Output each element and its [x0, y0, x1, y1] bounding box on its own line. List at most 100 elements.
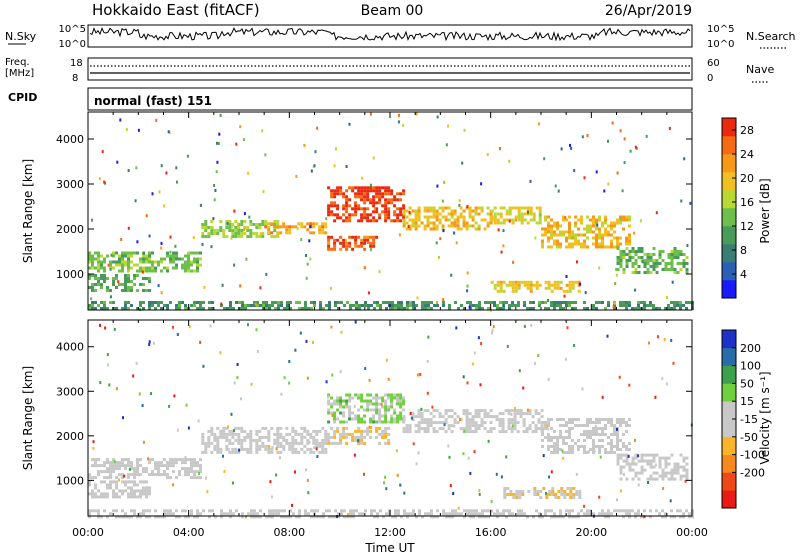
power-ylabel: Slant Range [km] [21, 159, 35, 263]
velocity-ylabel: Slant Range [km] [21, 366, 35, 470]
beam-title: Beam 00 [361, 3, 424, 19]
nsky-frame [87, 24, 693, 48]
power-colorbar-tick-label: 12 [740, 220, 754, 233]
velocity-colorbar: 200 100 50 15 -15 -50 -100 -200 [721, 329, 765, 509]
freq-left-tick-bottom: 8 [72, 73, 78, 84]
velocity-colorbar-segment [722, 436, 736, 455]
power-colorbar-label: Power [dB] [758, 178, 772, 243]
velocity-echo-region [201, 426, 328, 454]
freq-left-tick-top: 18 [70, 58, 83, 69]
x-axis-label: Time UT [364, 541, 415, 554]
nsky-right-tick-top: 10^5 [707, 24, 734, 35]
velocity-colorbar-tick-label: 15 [740, 395, 754, 408]
velocity-scatter-noise [92, 320, 693, 519]
velocity-colorbar-segment [722, 490, 736, 509]
freq-label: Freq. [5, 57, 30, 68]
nave-label: Nave [746, 63, 774, 76]
power-colorbar: 28 24 20 16 12 8 4 [721, 117, 754, 299]
velocity-colorbar-tick-label: 100 [740, 360, 761, 373]
power-colorbar-frame [721, 117, 737, 299]
velocity-echo-region [503, 487, 582, 499]
freq-frame [87, 57, 693, 81]
power-ytick-label: 4000 [56, 133, 84, 146]
velocity-xtick-label: 12:00 [374, 526, 406, 539]
velocity-colorbar-label: Velocity [m s⁻¹] [758, 371, 772, 464]
velocity-echo-region [402, 409, 544, 434]
power-echo-region [490, 280, 581, 293]
velocity-echo-region [88, 480, 151, 499]
velocity-colorbar-tick-label: -50 [740, 431, 758, 444]
power-echo-region [327, 186, 406, 223]
date-title: 26/Apr/2019 [605, 3, 692, 19]
velocity-colorbar-tick-label: -100 [740, 449, 765, 462]
cpid-frame [87, 87, 693, 111]
freq-right-tick-top: 60 [707, 58, 720, 69]
velocity-colorbar-segment [722, 365, 736, 384]
power-colorbar-segment [722, 262, 736, 281]
cpid-label: CPID [8, 91, 37, 104]
velocity-xtick-label: 04:00 [173, 526, 205, 539]
velocity-panel: 4000 3000 2000 1000 00:00 04:00 08:00 12:00 16:… [21, 319, 772, 554]
power-colorbar-tick-label: 20 [740, 172, 754, 185]
power-echo-region [88, 274, 151, 292]
velocity-echo-region [88, 458, 202, 480]
power-colorbar-tick-label: 28 [740, 124, 754, 137]
velocity-colorbar-segment [722, 472, 736, 491]
velocity-echo-region [616, 453, 689, 481]
power-echo-region [201, 220, 280, 238]
velocity-colorbar-segment [722, 419, 736, 438]
nsky-trace [89, 26, 691, 42]
power-data [88, 112, 694, 312]
nsky-panel: N.Sky 10^5 10^0 10^5 10^0 N.Search [5, 24, 796, 50]
velocity-xtick-label: 00:00 [72, 526, 104, 539]
velocity-colorbar-segment [722, 401, 736, 420]
nsky-left-tick-top: 10^5 [59, 24, 86, 35]
velocity-colorbar-segment [722, 383, 736, 402]
power-colorbar-segment [722, 244, 736, 263]
power-colorbar-tick-label: 24 [740, 148, 754, 161]
power-colorbar-segment [722, 154, 736, 173]
velocity-xticks: 00:00 04:00 08:00 12:00 16:00 20:00 00:00 [72, 320, 708, 539]
velocity-colorbar-segment [722, 347, 736, 366]
velocity-colorbar-tick-label: -15 [740, 413, 758, 426]
velocity-xtick-label: 08:00 [273, 526, 305, 539]
power-panel: 4000 3000 2000 1000 Slant Range [km] 28 24 20… [21, 111, 772, 312]
velocity-colorbar-tick-label: 200 [740, 342, 761, 355]
velocity-xtick-label: 20:00 [575, 526, 607, 539]
power-ytick-label: 2000 [56, 223, 84, 236]
velocity-echo-region [327, 393, 406, 424]
velocity-colorbar-segment [722, 330, 736, 349]
power-colorbar-segment [722, 118, 736, 137]
velocity-echo-region [541, 418, 631, 454]
station-title: Hokkaido East (fitACF) [92, 1, 260, 19]
power-echo-region [88, 251, 202, 273]
power-echo-region [88, 301, 694, 310]
velocity-colorbar-segment [722, 454, 736, 473]
power-colorbar-segment [722, 172, 736, 191]
power-yticks: 4000 3000 2000 1000 [56, 133, 692, 281]
power-ytick-label: 3000 [56, 178, 84, 191]
power-ytick-label: 1000 [56, 268, 84, 281]
nsky-right-tick-bottom: 10^0 [707, 39, 734, 50]
velocity-ytick-label: 3000 [56, 385, 84, 398]
power-colorbar-segment [722, 280, 736, 299]
freq-panel: Freq. [MHz] 18 8 60 0 Nave [5, 57, 774, 84]
nsky-left-tick-bottom: 10^0 [59, 39, 86, 50]
power-colorbar-tick-label: 4 [740, 268, 747, 281]
freq-right-tick-bottom: 0 [707, 73, 713, 84]
power-colorbar-segment [722, 226, 736, 245]
power-echo-region [402, 206, 493, 231]
velocity-xtick-label: 16:00 [475, 526, 507, 539]
power-colorbar-segment [722, 208, 736, 227]
power-xticks [87, 112, 693, 310]
power-colorbar-segment [722, 136, 736, 155]
power-echo-region [327, 235, 379, 251]
power-echo-region [264, 222, 328, 235]
velocity-yticks: 4000 3000 2000 1000 [56, 341, 692, 487]
velocity-colorbar-tick-label: -200 [740, 466, 765, 479]
nsky-label: N.Sky [5, 30, 37, 43]
power-echo-region [541, 215, 631, 249]
freq-unit-label: [MHz] [5, 68, 34, 79]
nsearch-label: N.Search [746, 30, 796, 43]
